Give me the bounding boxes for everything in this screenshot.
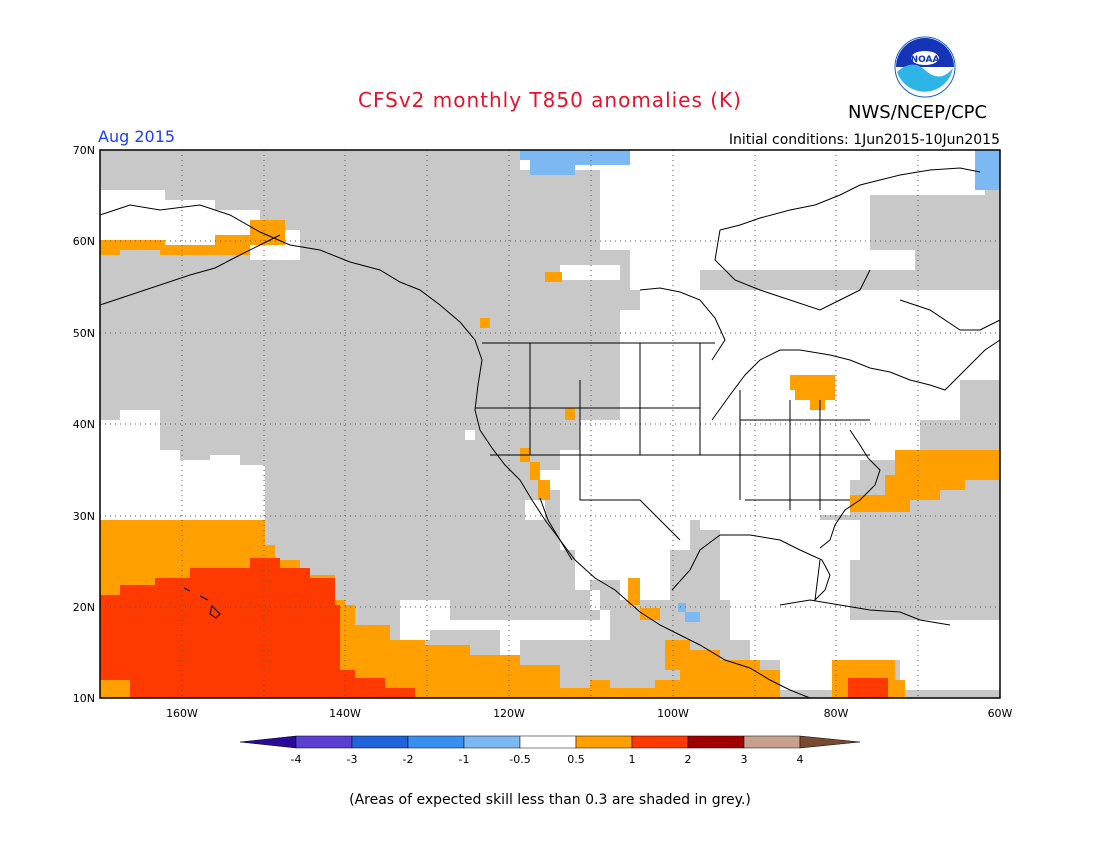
- colorbar-label: 4: [797, 753, 804, 766]
- lon-labels: 160W 140W 120W 100W 80W 60W: [166, 707, 1012, 720]
- colorbar-swatch: [351, 735, 409, 749]
- colorbar: -4 -3 -2 -1 -0.5 0.5 1 2 3 4: [239, 735, 861, 766]
- colorbar-swatch: [631, 735, 689, 749]
- noaa-logo-text: NOAA: [911, 55, 940, 65]
- initial-conditions: Initial conditions: 1Jun2015-10Jun2015: [728, 132, 1000, 148]
- colorbar-swatch: [687, 735, 745, 749]
- colorbar-label: 2: [685, 753, 692, 766]
- map-panel: 70N 60N 50N 40N 30N 20N 10N 160W 140W 12…: [73, 144, 1013, 720]
- colorbar-label: -1: [459, 753, 470, 766]
- footnote: (Areas of expected skill less than 0.3 a…: [349, 792, 751, 808]
- colorbar-label: -3: [347, 753, 358, 766]
- colorbar-swatch: [743, 735, 801, 749]
- lat-label: 40N: [73, 418, 95, 431]
- colorbar-label: 0.5: [567, 753, 585, 766]
- map-frame: [99, 149, 1001, 699]
- colorbar-label: 1: [629, 753, 636, 766]
- negative-anomaly-regions: [520, 150, 1000, 622]
- colorbar-swatch: [519, 735, 577, 749]
- lat-label: 50N: [73, 327, 95, 340]
- lon-label: 120W: [493, 707, 525, 720]
- colorbar-label: -0.5: [509, 753, 530, 766]
- chart-title: CFSv2 monthly T850 anomalies (K): [358, 88, 742, 112]
- colorbar-label: 3: [741, 753, 748, 766]
- organization-label: NWS/NCEP/CPC: [848, 102, 988, 123]
- lon-label: 80W: [824, 707, 849, 720]
- lat-label: 60N: [73, 235, 95, 248]
- colorbar-swatch: [295, 735, 353, 749]
- colorbar-label: -4: [291, 753, 302, 766]
- colorbar-end-high: [799, 735, 861, 749]
- lon-label: 160W: [166, 707, 198, 720]
- valid-month: Aug 2015: [98, 127, 176, 146]
- lon-label: 140W: [329, 707, 361, 720]
- coastlines: [99, 167, 1001, 699]
- map-grid: [100, 150, 1000, 698]
- colorbar-swatch: [407, 735, 465, 749]
- lat-label: 20N: [73, 601, 95, 614]
- lon-label: 100W: [657, 707, 689, 720]
- lat-label: 10N: [73, 692, 95, 705]
- lat-labels: 70N 60N 50N 40N 30N 20N 10N: [73, 144, 95, 705]
- colorbar-end-low: [239, 735, 297, 749]
- lat-label: 70N: [73, 144, 95, 157]
- strong-positive-regions: [100, 558, 888, 698]
- colorbar-swatch: [575, 735, 633, 749]
- colorbar-swatch: [463, 735, 521, 749]
- colorbar-labels: -4 -3 -2 -1 -0.5 0.5 1 2 3 4: [291, 753, 804, 766]
- colorbar-label: -2: [403, 753, 414, 766]
- noaa-logo: NOAA: [894, 36, 956, 98]
- lon-label: 60W: [988, 707, 1013, 720]
- lat-label: 30N: [73, 510, 95, 523]
